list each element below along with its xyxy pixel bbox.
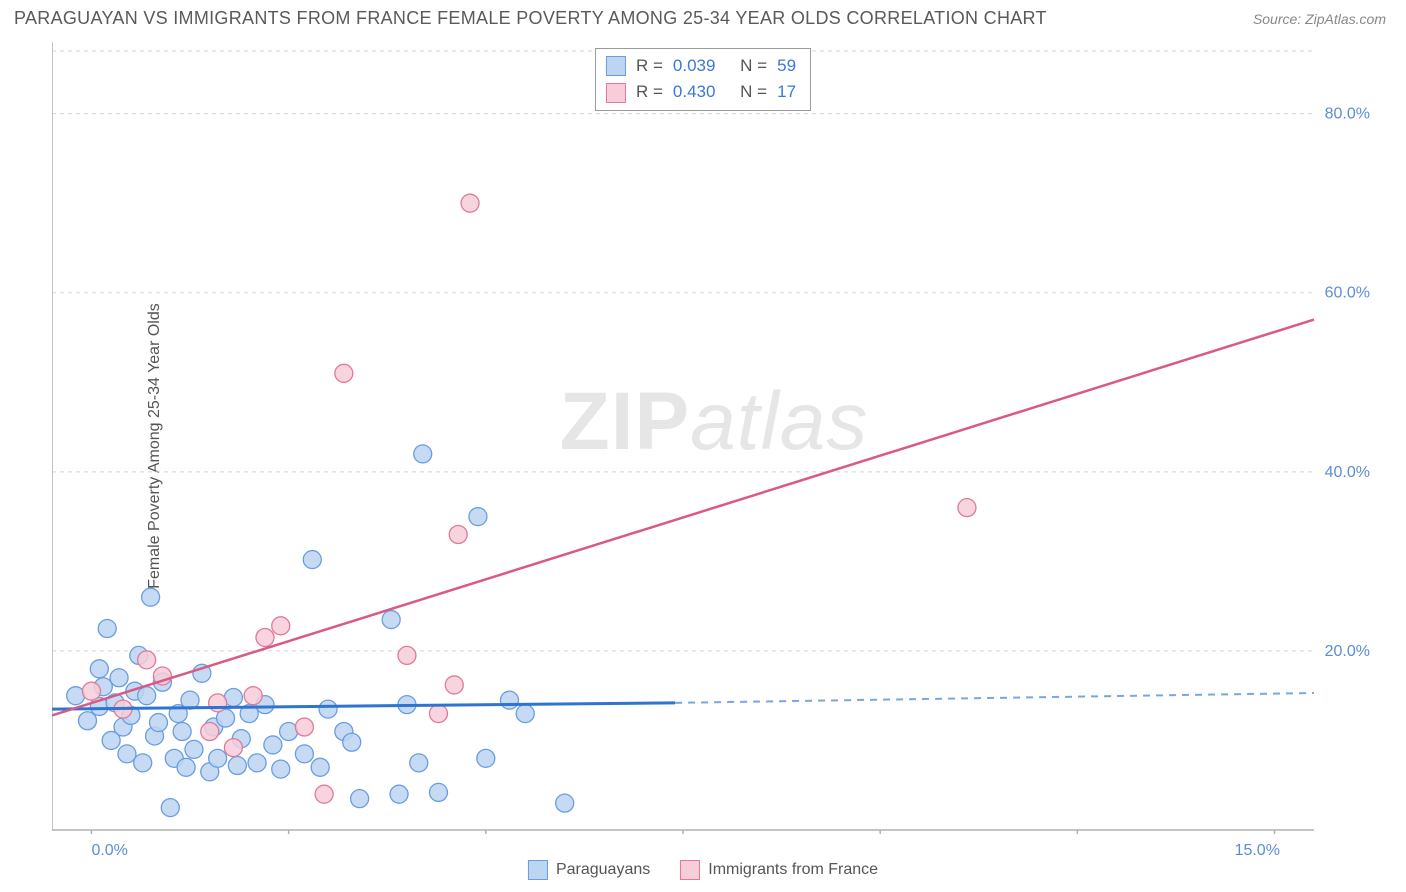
swatch-icon xyxy=(606,56,626,76)
bottom-legend: Paraguayans Immigrants from France xyxy=(528,860,878,880)
legend-label: Paraguayans xyxy=(556,861,650,879)
swatch-icon xyxy=(680,860,700,880)
scatter-chart-svg: 20.0% 40.0% 60.0% 80.0% xyxy=(52,42,1376,834)
stats-row-series-1: R = 0.039 N = 59 xyxy=(606,53,796,79)
x-tick-label: 15.0% xyxy=(1235,842,1280,860)
legend-item: Paraguayans xyxy=(528,860,650,880)
chart-title: PARAGUAYAN VS IMMIGRANTS FROM FRANCE FEM… xyxy=(14,8,1047,29)
svg-text:60.0%: 60.0% xyxy=(1325,285,1370,302)
svg-text:40.0%: 40.0% xyxy=(1325,464,1370,481)
swatch-icon xyxy=(606,83,626,103)
chart-plot-area: ZIPatlas 20.0%40.0%60.0%80.0% 0.0%15.0% xyxy=(52,42,1376,834)
correlation-stats-box: R = 0.039 N = 59 R = 0.430 N = 17 xyxy=(595,48,811,111)
stats-row-series-2: R = 0.430 N = 17 xyxy=(606,79,796,105)
swatch-icon xyxy=(528,860,548,880)
x-tick-label: 0.0% xyxy=(91,842,127,860)
legend-label: Immigrants from France xyxy=(708,861,878,879)
svg-text:80.0%: 80.0% xyxy=(1325,106,1370,123)
source-attribution: Source: ZipAtlas.com xyxy=(1253,11,1386,27)
legend-item: Immigrants from France xyxy=(680,860,878,880)
svg-text:20.0%: 20.0% xyxy=(1325,643,1370,660)
